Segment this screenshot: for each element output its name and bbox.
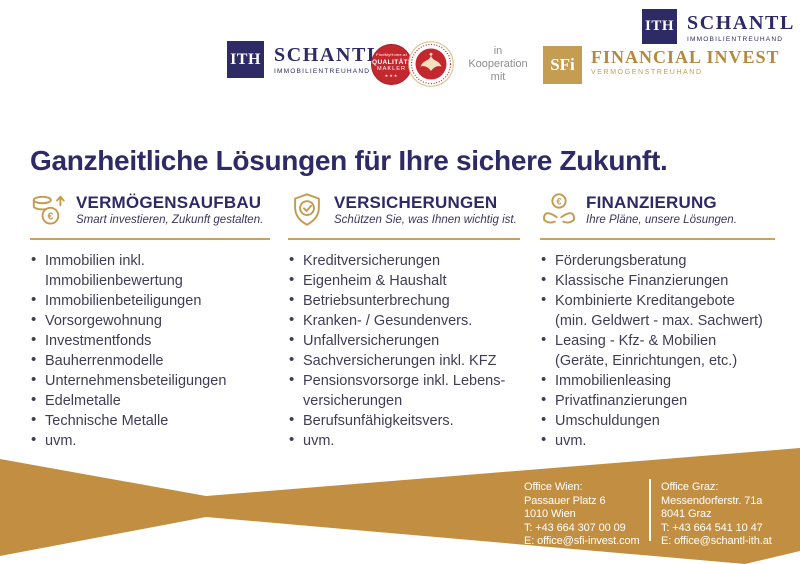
list-item: Leasing - Kfz- & Mobilien (Geräte, Einri…	[540, 330, 775, 371]
sfi-monogram-icon: SFi	[543, 46, 582, 84]
hands-coin-icon: €	[540, 191, 578, 229]
header: ITH SCHANTL IMMOBILIENTREUHAND FindMyHom…	[0, 0, 800, 110]
list-item: uvm.	[30, 430, 270, 451]
ith-brand-name: SCHANTL	[274, 44, 382, 66]
ith-brand-name: SCHANTL	[687, 12, 795, 34]
column-header: € VERMÖGENSAUFBAU Smart investieren, Zuk…	[30, 190, 270, 236]
office-contact-line: Passauer Platz 6	[524, 494, 606, 507]
list-item: uvm.	[540, 430, 775, 451]
list-item: Kranken- / Gesundenvers.	[288, 310, 520, 331]
service-list: FörderungsberatungKlassische Finanzierun…	[540, 250, 775, 451]
column-title: VERSICHERUNGEN	[334, 193, 498, 212]
list-item: Umschuldungen	[540, 410, 775, 431]
list-item: Eigenheim & Haushalt	[288, 270, 520, 291]
office-wien-block: Office Wien: Passauer Platz 6 1010 Wien T:…	[524, 481, 640, 549]
list-item: Unternehmensbeteiligungen	[30, 370, 270, 391]
ith-brand-tagline: IMMOBILIENTREUHAND	[687, 36, 784, 43]
list-item: Unfallversicherungen	[288, 330, 520, 351]
sfi-brand-tagline: VERMÖGENSTREUHAND	[591, 69, 703, 76]
ith-schantl-corner-logo: ITH SCHANTL IMMOBILIENTREUHAND	[642, 9, 795, 44]
office-contact-line: T: +43 664 307 00 09	[524, 521, 626, 534]
column-finanzierung: € FINANZIERUNG Ihre Pläne, unsere Lösung…	[540, 190, 775, 451]
list-item: Immobilien inkl. Immobilienbewertung	[30, 250, 270, 291]
service-list: KreditversicherungenEigenheim & Haushalt…	[288, 250, 520, 451]
ith-monogram-icon: ITH	[642, 9, 677, 44]
gold-divider	[30, 238, 270, 240]
list-item: Kreditversicherungen	[288, 250, 520, 271]
column-title: VERMÖGENSAUFBAU	[76, 193, 262, 212]
sfi-brand-name: FINANCIAL INVEST	[591, 47, 780, 67]
office-title: Office Wien:	[524, 481, 583, 493]
office-graz-block: Office Graz: Messendorferstr. 71a 8041 Gr…	[661, 481, 772, 549]
list-item: Immobilienleasing	[540, 370, 775, 391]
column-subtitle: Smart investieren, Zukunft gestalten.	[76, 214, 264, 226]
list-item: Pensionsvorsorge inkl. Lebens- versicher…	[288, 370, 520, 411]
ith-brand-tagline: IMMOBILIENTREUHAND	[274, 68, 371, 75]
column-header: € FINANZIERUNG Ihre Pläne, unsere Lösung…	[540, 190, 775, 236]
list-item: Investmentfonds	[30, 330, 270, 351]
column-header: VERSICHERUNGEN Schützen Sie, was Ihnen w…	[288, 190, 520, 236]
column-subtitle: Ihre Pläne, unsere Lösungen.	[586, 214, 737, 226]
list-item: Privatfinanzierungen	[540, 390, 775, 411]
list-item: Sachversicherungen inkl. KFZ	[288, 350, 520, 371]
services-section: € VERMÖGENSAUFBAU Smart investieren, Zuk…	[30, 190, 775, 451]
svg-text:€: €	[48, 212, 54, 223]
list-item: Berufsunfähigkeitsvers.	[288, 410, 520, 431]
list-item: Klassische Finanzierungen	[540, 270, 775, 291]
office-contact-line: T: +43 664 541 10 47	[661, 521, 763, 534]
office-title: Office Graz:	[661, 481, 719, 493]
list-item: Technische Metalle	[30, 410, 270, 431]
office-contact-line: E: office@schantl-ith.at	[661, 535, 772, 547]
list-item: Bauherrenmodelle	[30, 350, 270, 371]
footer-divider	[649, 479, 651, 541]
page-title: Ganzheitliche Lösungen für Ihre sichere …	[30, 144, 668, 176]
office-contact-line: Messendorferstr. 71a	[661, 494, 763, 507]
service-list: Immobilien inkl. ImmobilienbewertungImmo…	[30, 250, 270, 451]
list-item: Vorsorgewohnung	[30, 310, 270, 331]
seal-source-label: FindMyHome.at	[376, 52, 407, 57]
list-item: Kombinierte Kreditangebote (min. Geldwer…	[540, 290, 775, 331]
list-item: uvm.	[288, 430, 520, 451]
svg-text:€: €	[556, 196, 561, 206]
column-vermoegensaufbau: € VERMÖGENSAUFBAU Smart investieren, Zuk…	[30, 190, 270, 451]
office-contact-line: E: office@sfi-invest.com	[524, 535, 640, 547]
office-contact-lines: Passauer Platz 6 1010 Wien T: +43 664 307 …	[524, 495, 640, 549]
column-versicherungen: VERSICHERUNGEN Schützen Sie, was Ihnen w…	[288, 190, 520, 451]
coins-growth-icon: €	[30, 191, 68, 229]
list-item: Förderungsberatung	[540, 250, 775, 271]
list-item: Betriebsunterbrechung	[288, 290, 520, 311]
cooperation-label: in Kooperation mit	[468, 45, 528, 83]
ith-schantl-logo: ITH SCHANTL IMMOBILIENTREUHAND	[227, 41, 382, 78]
column-title: FINANZIERUNG	[586, 193, 717, 212]
seal-stars: ★★★	[384, 73, 399, 78]
office-contact-line: 8041 Graz	[661, 508, 712, 520]
austria-eagle-seal-icon	[408, 41, 454, 87]
gold-divider	[540, 238, 775, 240]
ith-monogram-icon: ITH	[227, 41, 264, 78]
column-subtitle: Schützen Sie, was Ihnen wichtig ist.	[334, 214, 517, 226]
seal-makler-label: MAKLER	[376, 66, 406, 72]
list-item: Immobilienbeteiligungen	[30, 290, 270, 311]
office-contact-lines: Messendorferstr. 71a 8041 Graz T: +43 664 …	[661, 495, 772, 549]
quality-makler-seal: FindMyHome.at QUALITÄT° MAKLER ★★★	[371, 44, 412, 85]
office-contact-line: 1010 Wien	[524, 508, 576, 520]
list-item: Edelmetalle	[30, 390, 270, 411]
shield-check-icon	[288, 191, 326, 229]
seal-quality-label: QUALITÄT°	[372, 58, 412, 66]
gold-divider	[288, 238, 520, 240]
sfi-financial-invest-logo: SFi FINANCIAL INVEST VERMÖGENSTREUHAND	[543, 46, 780, 84]
